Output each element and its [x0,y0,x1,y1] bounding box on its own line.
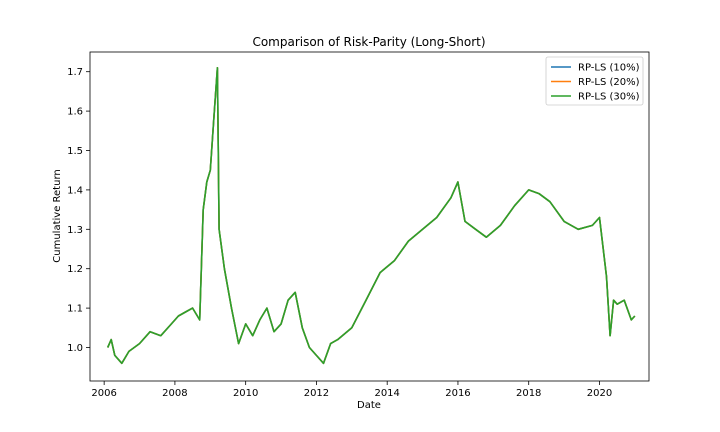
y-tick-label: 1.2 [67,264,83,275]
legend-box [545,56,644,106]
series-line-1 [106,67,636,365]
y-tick-label: 1.1 [67,304,83,315]
legend-label: RP-LS (20%) [578,77,640,88]
x-tick-label: 2020 [587,388,612,399]
legend-label: RP-LS (10%) [578,63,640,74]
plot-area [106,67,636,365]
series-line-2 [106,67,636,365]
x-tick-label: 2006 [91,388,116,399]
legend-label: RP-LS (30%) [578,92,640,103]
y-tick-label: 1.6 [67,107,83,118]
y-tick-label: 1.3 [67,225,83,236]
y-tick-label: 1.0 [67,343,83,354]
chart-title: Comparison of Risk-Parity (Long-Short) [252,35,485,49]
x-axis-label: Date [357,400,381,411]
x-tick-label: 2008 [162,388,187,399]
x-tick-label: 2018 [516,388,541,399]
y-axis-label: Cumulative Return [52,169,63,262]
x-tick-label: 2012 [304,388,329,399]
x-tick-label: 2010 [233,388,258,399]
y-axis: 1.0 1.1 1.2 1.3 1.4 1.5 1.6 1.7 [67,67,90,354]
x-tick-label: 2016 [445,388,470,399]
x-axis: 2006 2008 2010 2012 2014 2016 2018 2020 [91,381,612,399]
x-tick-label: 2014 [374,388,399,399]
legend: RP-LS (10%) RP-LS (20%) RP-LS (30%) [545,56,644,106]
y-tick-label: 1.5 [67,146,83,157]
y-tick-label: 1.7 [67,67,83,78]
series-line-3 [106,67,636,365]
axes-frame [89,51,650,382]
y-tick-label: 1.4 [67,185,83,196]
